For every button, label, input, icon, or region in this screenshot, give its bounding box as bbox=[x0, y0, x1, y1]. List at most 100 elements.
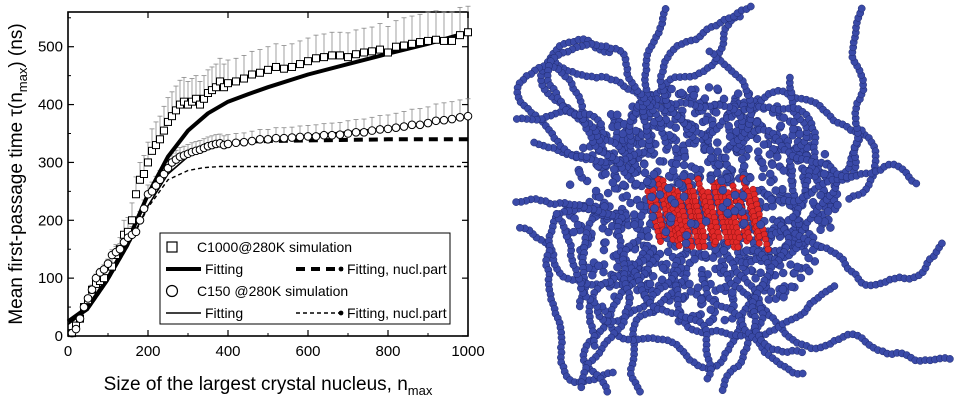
polymer-bead bbox=[786, 73, 794, 82]
data-point-square bbox=[384, 48, 392, 57]
polymer-bead bbox=[716, 284, 725, 293]
polymer-bead bbox=[756, 220, 765, 229]
polymer-bead bbox=[686, 287, 696, 296]
polymer-bead bbox=[798, 348, 806, 357]
data-point-square bbox=[328, 51, 336, 60]
data-point-square bbox=[232, 77, 240, 86]
polymer-bead bbox=[765, 150, 775, 159]
polymer-bead bbox=[779, 166, 788, 175]
polymer-bead bbox=[759, 140, 769, 149]
fit-line bbox=[67, 165, 468, 325]
polymer-bead bbox=[808, 197, 818, 207]
polymer-bead bbox=[637, 211, 646, 221]
legend-line-end-dot bbox=[338, 310, 344, 316]
data-point-circle bbox=[335, 130, 345, 139]
polymer-bead bbox=[655, 157, 665, 166]
polymer-bead bbox=[756, 268, 765, 278]
polymer-bead bbox=[706, 175, 715, 184]
polymer-bead bbox=[603, 188, 613, 198]
polymer-bead bbox=[635, 201, 645, 211]
polymer-bead bbox=[845, 195, 853, 203]
polymer-bead bbox=[680, 152, 690, 162]
polymer-bead bbox=[647, 192, 656, 202]
crystal-bead bbox=[764, 245, 772, 253]
polymer-bead bbox=[706, 305, 716, 314]
polymer-bead bbox=[704, 83, 714, 92]
chart-panel: 0 200 400 600 800 1000 0 100 200 300 400 500 C1000@… bbox=[6, 5, 485, 398]
data-point-square bbox=[304, 57, 312, 66]
polymer-bead bbox=[711, 108, 721, 117]
polymer-bead bbox=[804, 266, 814, 276]
data-points bbox=[67, 28, 473, 338]
data-point-circle bbox=[287, 133, 297, 142]
polymer-bead bbox=[575, 302, 584, 311]
data-point-square bbox=[156, 135, 164, 144]
crystal-bead bbox=[712, 238, 719, 246]
x-tick-label: 0 bbox=[64, 343, 72, 360]
crystal-bead bbox=[745, 234, 753, 242]
polymer-bead bbox=[569, 227, 578, 237]
data-point-square bbox=[352, 50, 360, 59]
polymer-bead bbox=[705, 317, 714, 327]
y-tick-label: 400 bbox=[38, 97, 63, 114]
polymer-bead bbox=[619, 180, 628, 190]
polymer-bead bbox=[573, 220, 583, 230]
data-point-circle bbox=[99, 265, 109, 274]
polymer-bead bbox=[671, 144, 681, 154]
polymer-bead bbox=[724, 121, 733, 131]
polymer-bead bbox=[739, 219, 749, 228]
polymer-bead bbox=[700, 94, 710, 103]
polymer-bead bbox=[713, 168, 722, 178]
polymer-bead bbox=[830, 282, 839, 290]
polymer-bead bbox=[636, 387, 644, 396]
polymer-bead bbox=[671, 123, 681, 132]
polymer-bead bbox=[771, 186, 780, 195]
data-point-circle bbox=[423, 118, 433, 128]
polymer-bead bbox=[512, 115, 521, 123]
data-point-circle bbox=[391, 123, 401, 133]
data-point-square bbox=[448, 36, 456, 45]
data-point-circle bbox=[359, 128, 369, 137]
axis-ticks: 0 200 400 600 800 1000 0 100 200 300 400 500 bbox=[38, 12, 485, 360]
data-point-circle bbox=[295, 132, 305, 142]
polymer-bead bbox=[746, 173, 755, 183]
data-point-circle bbox=[311, 132, 321, 141]
data-point-circle bbox=[383, 124, 393, 134]
legend-label: C150 @280K simulation bbox=[197, 283, 348, 299]
data-point-circle bbox=[303, 132, 313, 141]
polymer-bead bbox=[718, 386, 727, 395]
legend-label: Fitting bbox=[205, 261, 243, 277]
data-point-square bbox=[456, 31, 464, 40]
polymer-bead bbox=[655, 190, 665, 199]
polymer-bead bbox=[591, 186, 601, 196]
crystal-bead bbox=[734, 243, 742, 251]
data-point-square bbox=[432, 35, 440, 44]
polymer-bead bbox=[778, 285, 788, 294]
polymer-bead bbox=[640, 160, 649, 169]
polymer-bead bbox=[603, 387, 612, 396]
legend: C1000@280K simulation Fitting Fitting, nuc… bbox=[159, 232, 451, 325]
polymer-bead bbox=[670, 198, 679, 208]
polymer-bead bbox=[722, 198, 732, 207]
polymer-bead bbox=[720, 315, 730, 325]
polymer-bead bbox=[613, 110, 622, 120]
polymer-bead bbox=[697, 295, 706, 304]
x-tick-label: 200 bbox=[135, 343, 160, 360]
polymer-bead bbox=[766, 195, 776, 204]
polymer-bead bbox=[765, 169, 775, 179]
data-point-circle bbox=[263, 134, 273, 144]
data-point-circle bbox=[139, 204, 149, 214]
polymer-bead bbox=[622, 191, 632, 201]
polymer-bead bbox=[719, 246, 729, 255]
polymer-bead bbox=[668, 166, 678, 175]
polymer-crystal-nucleus-image bbox=[512, 2, 954, 396]
crystal-bead bbox=[675, 242, 683, 250]
data-point-square bbox=[272, 62, 280, 71]
polymer-bead bbox=[764, 295, 774, 304]
fit-line bbox=[66, 30, 469, 324]
data-point-circle bbox=[103, 259, 113, 268]
x-tick-label: 800 bbox=[375, 343, 400, 360]
polymer-bead bbox=[599, 245, 609, 255]
polymer-bead bbox=[679, 160, 689, 170]
data-point-circle bbox=[407, 120, 417, 130]
